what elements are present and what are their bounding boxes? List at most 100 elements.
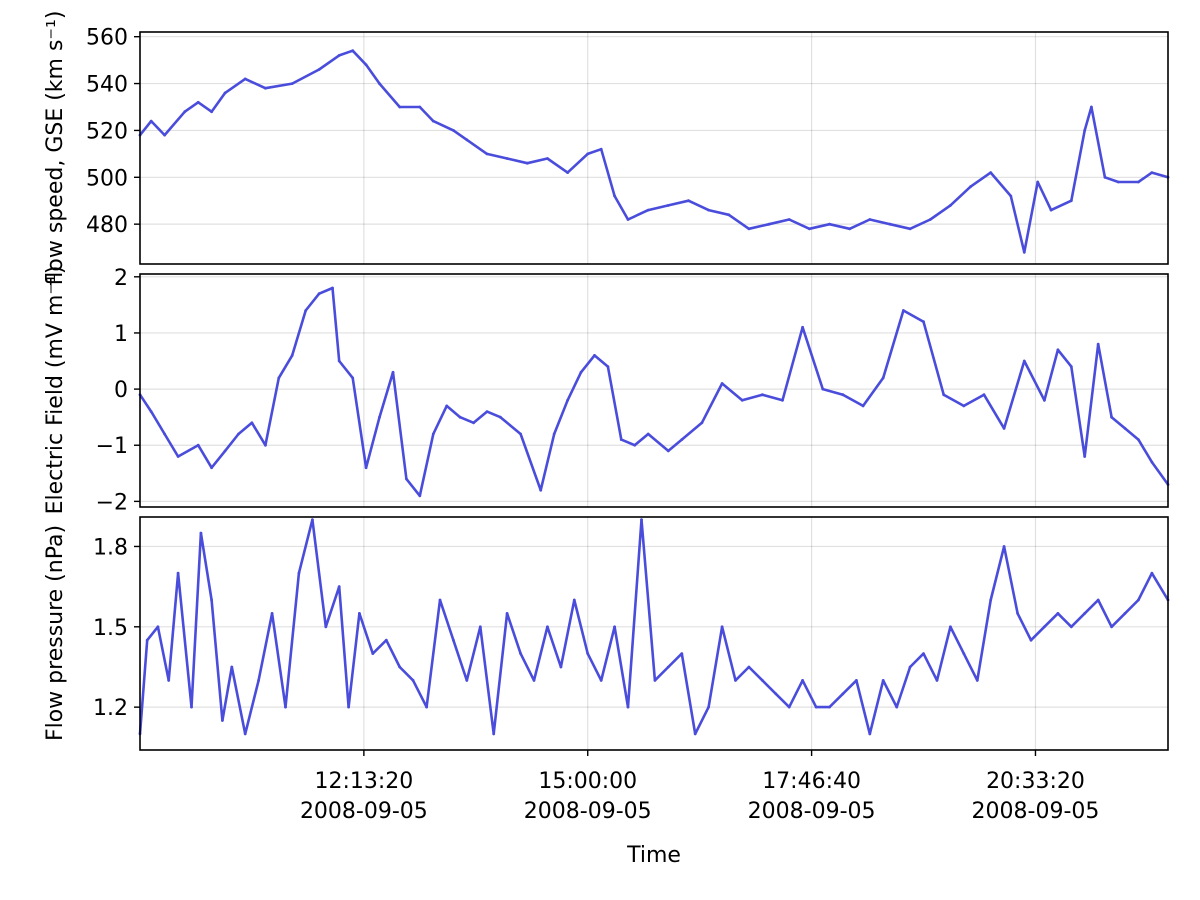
data-point — [431, 432, 435, 436]
data-point — [680, 438, 684, 441]
y-tick-label: −1 — [96, 434, 128, 459]
data-point — [505, 157, 509, 160]
y-tick-label: 520 — [86, 119, 128, 144]
data-point — [828, 705, 831, 709]
data-point — [223, 449, 227, 453]
data-point — [922, 320, 925, 324]
data-point — [700, 421, 704, 425]
data-series-line — [138, 518, 1170, 736]
data-point — [821, 387, 825, 391]
data-point — [351, 376, 355, 380]
data-point — [458, 415, 462, 419]
data-series-line — [138, 49, 1169, 254]
panel-electric-field: −2 −1 0 1 2 — [96, 266, 1170, 515]
data-point — [693, 732, 697, 736]
data-point — [277, 376, 281, 380]
y-tick-label: 540 — [86, 73, 128, 98]
data-point — [868, 732, 872, 736]
data-point — [801, 325, 804, 329]
data-point — [163, 432, 167, 436]
data-point — [1069, 365, 1073, 368]
data-point — [1083, 129, 1087, 132]
data-point — [1150, 460, 1154, 464]
data-point — [1123, 612, 1127, 615]
data-point — [861, 404, 865, 408]
data-point — [243, 732, 247, 736]
panel-flow-speed: 480 500 520 540 560 — [86, 26, 1170, 265]
data-point — [331, 286, 334, 290]
data-point — [707, 208, 710, 212]
y-tick-label: 560 — [86, 26, 128, 51]
data-point — [1103, 175, 1107, 179]
data-point — [499, 415, 502, 419]
data-point — [290, 354, 294, 357]
data-point — [599, 147, 603, 151]
data-point — [881, 679, 885, 682]
data-point — [1137, 438, 1140, 441]
data-point — [888, 222, 892, 226]
data-point — [445, 404, 449, 408]
data-point — [311, 518, 314, 522]
axes-frame — [139, 31, 1169, 265]
data-point — [1137, 180, 1140, 184]
data-point — [1056, 612, 1060, 615]
data-point — [747, 227, 751, 231]
data-point — [1069, 625, 1073, 629]
data-point — [411, 679, 415, 682]
data-point — [1022, 359, 1026, 363]
data-point — [485, 410, 489, 413]
data-point — [391, 370, 395, 374]
data-point — [176, 455, 180, 458]
data-point — [221, 719, 224, 722]
data-point — [982, 393, 986, 397]
data-point — [250, 421, 254, 425]
data-point — [384, 638, 388, 642]
data-point — [707, 705, 710, 709]
data-point — [855, 679, 858, 682]
data-point — [398, 105, 402, 109]
data-point — [626, 218, 630, 221]
data-point — [774, 692, 778, 696]
data-point — [199, 531, 203, 535]
data-point — [145, 638, 149, 642]
data-point — [505, 612, 509, 615]
data-point — [163, 133, 167, 137]
data-point — [317, 68, 321, 71]
data-point — [210, 598, 214, 602]
data-point — [727, 213, 731, 217]
y-tick-label: 0 — [114, 378, 128, 403]
axes-frame — [139, 273, 1169, 508]
y-tick-label: 1.5 — [93, 616, 128, 641]
data-point — [1096, 342, 1100, 346]
data-point — [237, 432, 240, 436]
data-point — [989, 171, 993, 175]
data-point — [1002, 545, 1006, 548]
data-point — [290, 82, 294, 85]
x-tick-label: 15:00:00 2008-09-05 — [524, 769, 652, 824]
data-point — [606, 365, 610, 368]
data-point — [1009, 194, 1013, 198]
data-point — [801, 679, 804, 682]
data-point — [167, 679, 171, 682]
data-point — [902, 309, 905, 312]
data-point — [908, 665, 912, 669]
data-point — [761, 393, 764, 397]
data-point — [720, 382, 724, 385]
x-tick-label: 17:46:40 2008-09-05 — [748, 769, 876, 824]
data-point — [243, 77, 247, 81]
data-point — [1069, 199, 1073, 203]
data-point — [680, 652, 684, 655]
y-axis-label-electric-field: Electric Field (mV m⁻¹) — [43, 266, 68, 515]
data-point — [566, 398, 569, 402]
data-point — [687, 199, 690, 203]
data-point — [425, 705, 428, 709]
x-tick-label: 20:33:20 2008-09-05 — [972, 769, 1100, 824]
data-point — [546, 157, 549, 160]
data-point — [431, 119, 435, 123]
data-point — [828, 222, 831, 226]
data-point — [485, 152, 489, 156]
data-point — [1043, 398, 1046, 402]
data-point — [452, 129, 455, 132]
data-point — [364, 63, 368, 67]
